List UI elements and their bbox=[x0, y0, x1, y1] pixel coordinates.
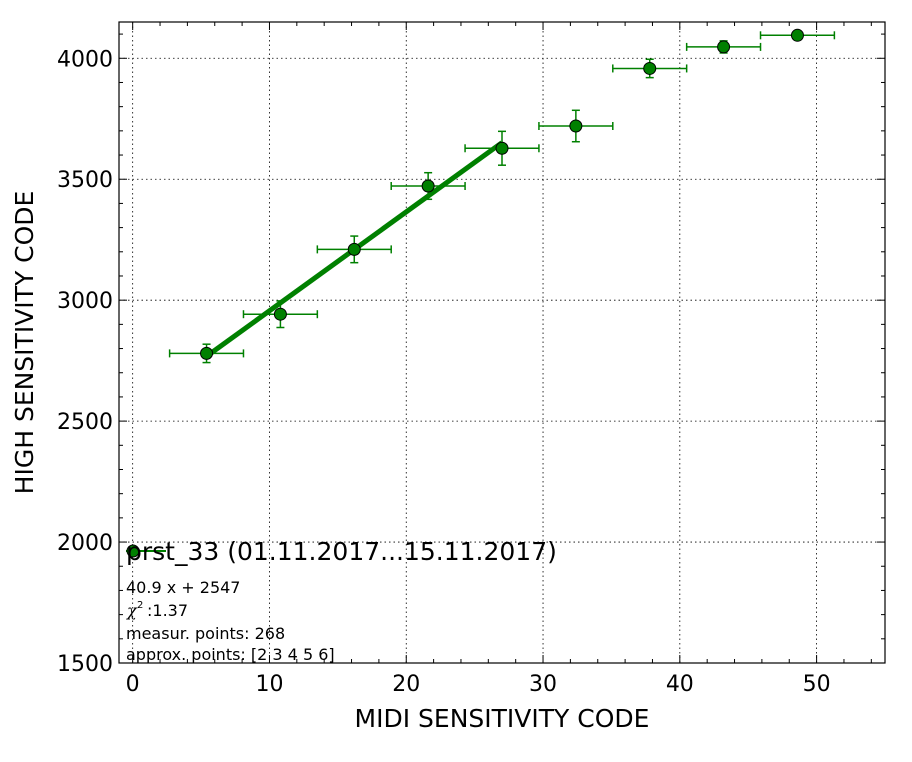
data-marker bbox=[790, 28, 804, 42]
data-point bbox=[390, 171, 466, 201]
legend: prst_33 (01.11.2017...15.11.2017) bbox=[126, 537, 557, 566]
x-tick-label: 40 bbox=[666, 672, 694, 697]
y-tick-label: 4000 bbox=[57, 47, 113, 72]
x-axis-label: MIDI SENSITIVITY CODE bbox=[355, 704, 650, 733]
data-marker bbox=[717, 40, 731, 54]
data-point bbox=[538, 109, 614, 143]
x-tick-label: 50 bbox=[803, 672, 831, 697]
x-tick-label: 0 bbox=[126, 672, 140, 697]
y-tick-label: 1500 bbox=[57, 652, 113, 677]
ticks bbox=[119, 22, 885, 664]
data-marker bbox=[569, 119, 583, 133]
plot-frame bbox=[118, 21, 886, 664]
y-tick-label: 2000 bbox=[57, 531, 113, 556]
data-point bbox=[612, 58, 688, 79]
legend-marker bbox=[126, 544, 140, 558]
data-marker bbox=[273, 307, 287, 321]
data-point bbox=[685, 40, 762, 54]
y-tick-label: 3500 bbox=[57, 168, 113, 193]
x-tick-label: 10 bbox=[255, 672, 283, 697]
x-tick-label: 30 bbox=[529, 672, 557, 697]
data-point bbox=[464, 130, 540, 166]
data-marker bbox=[421, 179, 435, 193]
data-point bbox=[316, 235, 392, 264]
data-marker bbox=[643, 61, 657, 75]
chi-squared-value: :1.37 bbox=[147, 601, 188, 620]
data-marker bbox=[347, 242, 361, 256]
data-point bbox=[242, 300, 319, 329]
chi-squared-superscript: 2 bbox=[137, 600, 143, 611]
y-axis-label: HIGH SENSITIVITY CODE bbox=[10, 191, 39, 495]
data-point bbox=[759, 28, 836, 42]
measurement-points-count: measur. points: 268 bbox=[126, 624, 285, 643]
legend-label: prst_33 (01.11.2017...15.11.2017) bbox=[126, 537, 557, 566]
data-marker bbox=[200, 346, 214, 360]
tick-labels: 0 10 20 30 40 50 1500 2000 2500 3000 3500 4000 bbox=[57, 47, 831, 697]
data-point bbox=[168, 343, 245, 364]
chi-squared-symbol: χ bbox=[126, 601, 138, 620]
data-points bbox=[168, 28, 836, 364]
data-marker bbox=[495, 141, 509, 155]
approximation-points-list: approx. points: [2 3 4 5 6] bbox=[126, 645, 335, 664]
fit-annotations: 40.9 x + 2547 χ 2 :1.37 measur. points: … bbox=[126, 578, 335, 664]
fit-equation: 40.9 x + 2547 bbox=[126, 578, 240, 597]
y-tick-label: 2500 bbox=[57, 410, 113, 435]
x-tick-label: 20 bbox=[392, 672, 420, 697]
y-tick-label: 3000 bbox=[57, 289, 113, 314]
